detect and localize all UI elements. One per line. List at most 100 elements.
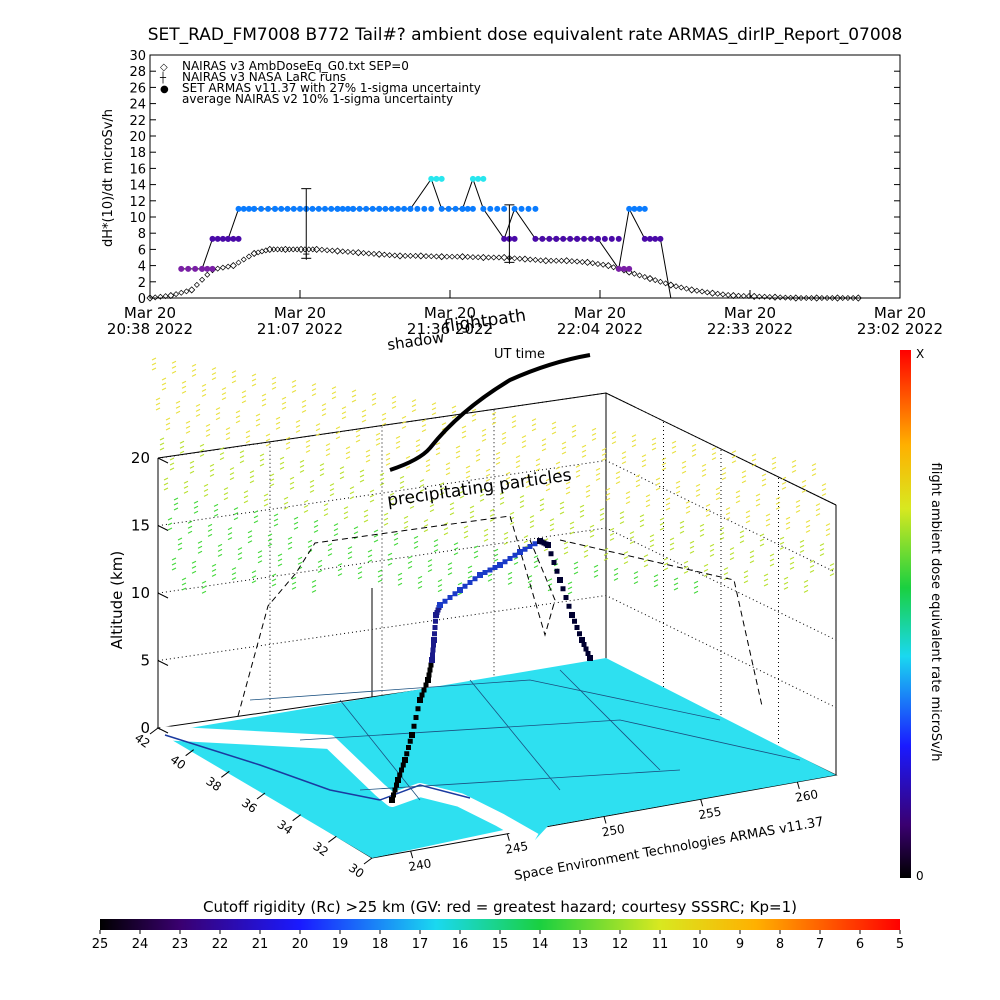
nairas-point xyxy=(808,295,815,301)
particle-mark xyxy=(739,530,745,544)
coast-cutout xyxy=(159,726,539,847)
armas-point xyxy=(235,235,242,242)
particle-mark xyxy=(791,459,797,473)
particle-mark xyxy=(623,551,629,565)
armas-point xyxy=(315,205,322,212)
armas-point xyxy=(445,205,452,212)
particle-mark xyxy=(675,480,681,494)
colorbar-tick-label: 20 xyxy=(292,937,309,952)
armas-point xyxy=(209,265,216,272)
particle-mark xyxy=(217,543,223,557)
nairas-point xyxy=(370,250,377,257)
particle-mark xyxy=(693,580,699,594)
particle-mark xyxy=(267,533,273,547)
particle-mark xyxy=(573,561,579,575)
flightpath-point xyxy=(428,662,434,668)
nairas-point xyxy=(839,295,846,301)
nairas-point xyxy=(469,254,476,261)
armas-point xyxy=(204,265,211,272)
particle-mark xyxy=(663,557,669,571)
armas-point xyxy=(657,235,664,242)
particle-mark xyxy=(669,537,675,551)
particle-mark xyxy=(369,489,375,503)
particle-mark xyxy=(525,475,531,489)
particle-mark xyxy=(207,523,213,537)
particle-mark xyxy=(515,455,521,469)
particle-mark xyxy=(241,390,247,404)
nairas-point xyxy=(407,252,414,259)
particle-mark xyxy=(595,467,601,481)
lat-tick-mark xyxy=(221,770,230,778)
nairas-point xyxy=(433,253,440,260)
particle-mark xyxy=(765,513,771,527)
particle-mark xyxy=(235,410,241,424)
nairas-point xyxy=(735,292,742,299)
nairas-point xyxy=(339,248,346,255)
nairas-point xyxy=(792,294,800,302)
nairas-point xyxy=(245,253,252,260)
colorbar-tick-label: 5 xyxy=(896,937,904,952)
nairas-point xyxy=(610,264,617,271)
flightpath-point xyxy=(442,598,448,604)
nairas-point xyxy=(854,294,862,302)
particle-mark xyxy=(479,488,485,502)
nairas-point xyxy=(813,294,821,302)
flightpath-point xyxy=(462,583,468,589)
particle-mark xyxy=(393,532,399,546)
particle-mark xyxy=(359,469,365,483)
nairas-point xyxy=(270,246,277,253)
particle-mark xyxy=(445,462,451,476)
lon-tick-mark xyxy=(603,816,607,824)
particle-mark xyxy=(367,549,373,563)
nairas-point xyxy=(396,252,404,260)
armas-point xyxy=(511,205,518,212)
particle-mark xyxy=(561,441,567,455)
particle-mark xyxy=(581,444,587,458)
flightpath-point xyxy=(427,667,433,673)
armas-point xyxy=(626,265,633,272)
flightpath-point xyxy=(569,612,575,618)
flightpath-point xyxy=(545,542,551,548)
armas-point xyxy=(501,235,508,242)
nairas-point xyxy=(219,264,226,271)
particle-mark xyxy=(255,413,261,427)
nairas-point xyxy=(495,254,502,261)
particle-mark xyxy=(343,506,349,520)
particle-mark xyxy=(801,479,807,493)
particle-mark xyxy=(473,545,479,559)
nairas-point xyxy=(641,273,648,280)
flightpath-point xyxy=(497,562,503,568)
flightpath-point xyxy=(492,565,498,570)
nairas-point xyxy=(662,280,669,287)
particle-mark xyxy=(309,479,315,493)
particle-mark xyxy=(215,407,221,421)
particle-mark xyxy=(177,537,183,551)
nairas-point xyxy=(625,268,633,276)
nairas-point xyxy=(652,277,659,284)
series-layer: ┼ ┼ xyxy=(146,175,862,302)
particle-mark xyxy=(505,471,511,485)
nairas-point xyxy=(350,249,357,256)
flightpath-point xyxy=(413,715,419,720)
flightpath-point xyxy=(452,591,458,597)
nairas-point xyxy=(178,289,185,296)
armas-point xyxy=(363,205,370,212)
armas-point xyxy=(494,205,501,212)
particle-mark xyxy=(741,470,747,484)
particle-mark xyxy=(593,564,599,578)
colorbar-tick-label: 15 xyxy=(492,937,509,952)
particle-mark xyxy=(629,531,635,545)
particle-mark xyxy=(205,423,211,437)
particle-mark xyxy=(493,548,499,562)
armas-point xyxy=(284,205,291,212)
nairas-point xyxy=(511,255,518,262)
y-tick-label: 24 xyxy=(129,98,146,113)
particle-mark xyxy=(749,550,755,564)
lat-tick-mark xyxy=(328,835,337,843)
flightpath-point xyxy=(423,682,429,688)
particle-mark xyxy=(789,556,795,570)
y-tick-label: 18 xyxy=(129,146,146,161)
armas-point xyxy=(532,235,539,242)
lat-tick-label: 34 xyxy=(275,817,296,837)
